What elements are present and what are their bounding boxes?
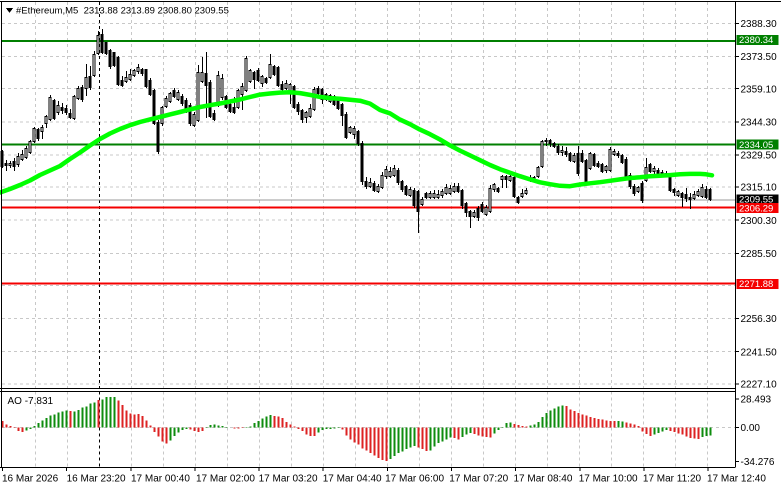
- svg-text:17 Mar 12:40: 17 Mar 12:40: [707, 473, 766, 484]
- svg-text:2300.30: 2300.30: [741, 216, 778, 227]
- svg-text:16 Mar 2026: 16 Mar 2026: [2, 473, 59, 484]
- svg-text:2285.50: 2285.50: [741, 249, 778, 260]
- svg-text:#Ethereum,M5 2313.88 2313.89: #Ethereum,M5 2313.88 2313.89 2308.80 230…: [16, 6, 229, 17]
- svg-text:2344.30: 2344.30: [741, 117, 778, 128]
- svg-text:2241.50: 2241.50: [741, 347, 778, 358]
- svg-text:2306.29: 2306.29: [739, 203, 773, 214]
- svg-text:17 Mar 11:20: 17 Mar 11:20: [643, 473, 702, 484]
- svg-text:2359.10: 2359.10: [741, 84, 778, 95]
- svg-text:17 Mar 08:40: 17 Mar 08:40: [514, 473, 573, 484]
- svg-text:0.00: 0.00: [741, 423, 761, 434]
- svg-text:2309.55: 2309.55: [739, 195, 773, 206]
- svg-text:17 Mar 04:40: 17 Mar 04:40: [323, 473, 382, 484]
- svg-text:AO -7.831: AO -7.831: [8, 396, 54, 407]
- svg-text:2271.88: 2271.88: [739, 279, 773, 290]
- svg-text:2373.50: 2373.50: [741, 52, 778, 63]
- svg-text:2388.30: 2388.30: [741, 19, 778, 30]
- svg-text:2315.10: 2315.10: [741, 183, 778, 194]
- svg-text:17 Mar 03:20: 17 Mar 03:20: [259, 473, 318, 484]
- svg-text:17 Mar 10:00: 17 Mar 10:00: [579, 473, 638, 484]
- svg-text:17 Mar 07:20: 17 Mar 07:20: [449, 473, 508, 484]
- svg-text:2380.34: 2380.34: [739, 35, 773, 46]
- svg-text:17 Mar 02:00: 17 Mar 02:00: [196, 473, 255, 484]
- svg-text:16 Mar 23:20: 16 Mar 23:20: [67, 473, 126, 484]
- svg-text:28.493: 28.493: [741, 394, 772, 405]
- svg-text:2329.50: 2329.50: [741, 151, 778, 162]
- svg-text:2256.30: 2256.30: [741, 314, 778, 325]
- svg-text:2227.10: 2227.10: [741, 380, 778, 391]
- svg-text:2334.05: 2334.05: [739, 140, 773, 151]
- svg-text:17 Mar 06:00: 17 Mar 06:00: [385, 473, 444, 484]
- svg-text:-34.276: -34.276: [741, 457, 775, 468]
- svg-text:17 Mar 00:40: 17 Mar 00:40: [131, 473, 190, 484]
